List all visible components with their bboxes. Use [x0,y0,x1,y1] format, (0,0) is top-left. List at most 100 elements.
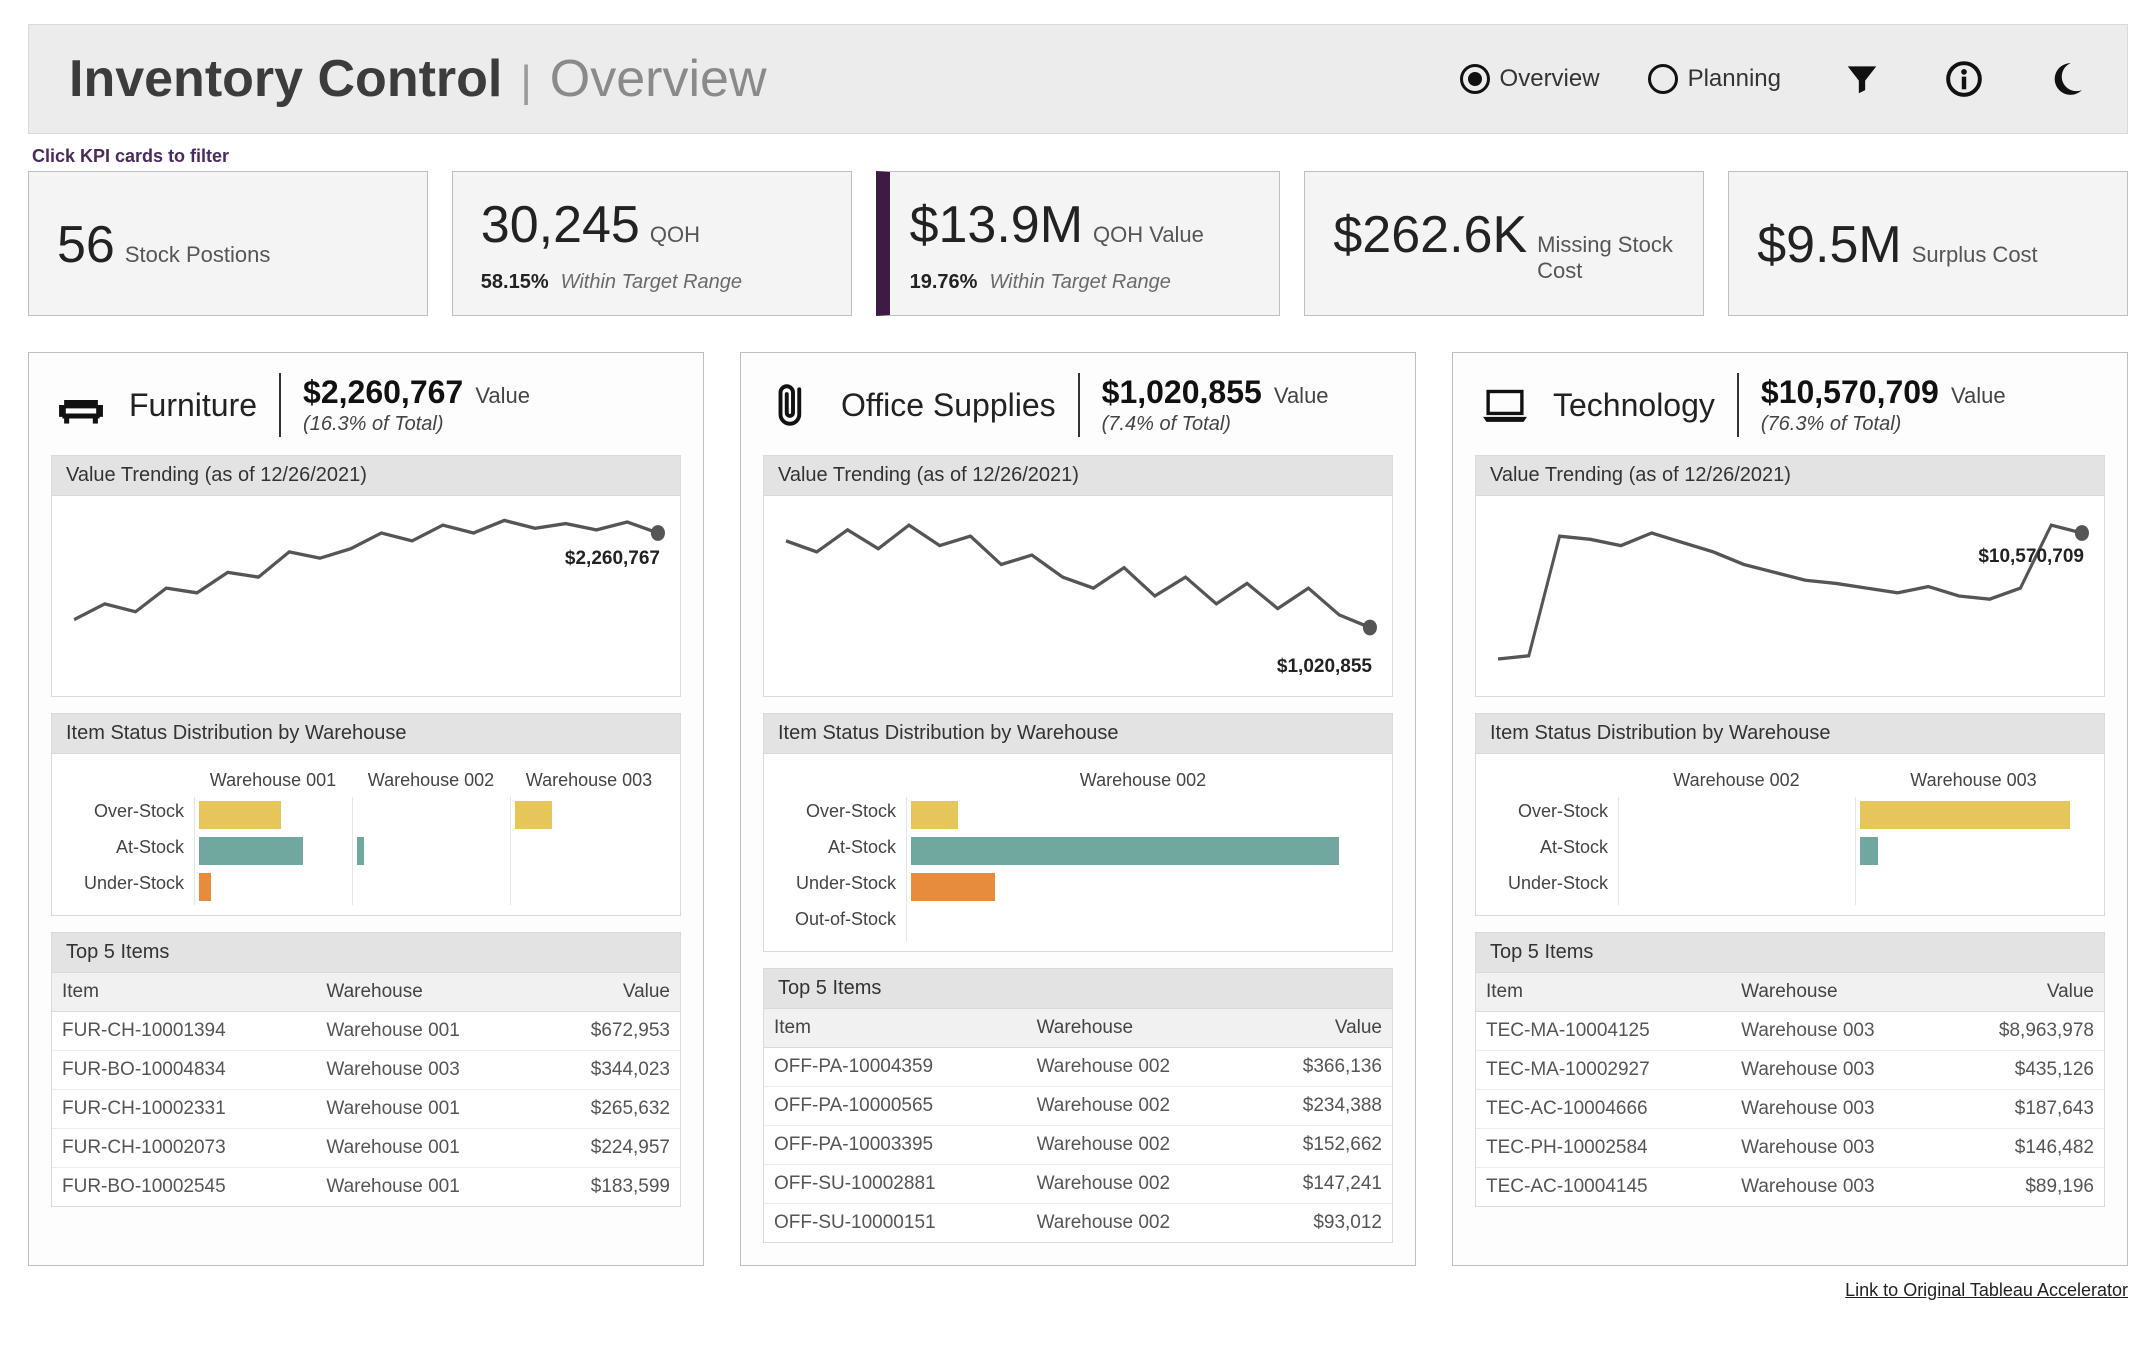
top5-col-item: Item [764,1009,1027,1048]
dist-bar-cell[interactable] [352,833,510,869]
kpi-card[interactable]: $9.5MSurplus Cost [1728,171,2128,316]
trend-panel: Value Trending (as of 12/26/2021) $10,57… [1475,455,2105,697]
distribution-panel: Item Status Distribution by WarehouseWar… [763,713,1393,952]
status-row-label: Under-Stock [64,869,194,905]
dist-bar-cell[interactable] [906,797,1380,833]
category-value: $1,020,855 [1102,374,1262,410]
top5-value: $89,196 [1944,1168,2104,1207]
table-row[interactable]: FUR-CH-10002073 Warehouse 001 $224,957 [52,1129,680,1168]
top5-item: FUR-BO-10002545 [52,1168,316,1207]
trend-title: Value Trending (as of 12/26/2021) [1476,456,2104,496]
table-row[interactable]: OFF-SU-10002881 Warehouse 002 $147,241 [764,1165,1392,1204]
dist-bar-cell[interactable] [510,797,668,833]
table-row[interactable]: TEC-MA-10002927 Warehouse 003 $435,126 [1476,1051,2104,1090]
table-row[interactable]: FUR-CH-10002331 Warehouse 001 $265,632 [52,1090,680,1129]
top5-table: Item Warehouse Value FUR-CH-10001394 War… [52,973,680,1206]
top5-col-value: Value [1944,973,2104,1012]
kpi-card[interactable]: $13.9MQOH Value19.76%Within Target Range [876,171,1281,316]
top5-panel: Top 5 Items Item Warehouse Value FUR-CH-… [51,932,681,1207]
table-row[interactable]: FUR-BO-10002545 Warehouse 001 $183,599 [52,1168,680,1207]
warehouse-col-header: Warehouse 003 [1855,764,2092,797]
category-name: Furniture [129,387,257,424]
dist-bar-cell[interactable] [1855,797,2092,833]
top5-warehouse: Warehouse 002 [1027,1048,1249,1087]
kpi-card[interactable]: $262.6KMissing Stock Cost [1304,171,1704,316]
dark-mode-icon[interactable] [2045,58,2087,100]
distribution-panel: Item Status Distribution by WarehouseWar… [1475,713,2105,916]
table-row[interactable]: TEC-MA-10004125 Warehouse 003 $8,963,978 [1476,1012,2104,1051]
kpi-value: 30,245 [481,195,640,255]
top5-item: OFF-PA-10004359 [764,1048,1027,1087]
top5-warehouse: Warehouse 003 [1731,1090,1944,1129]
dist-bar-cell[interactable] [906,833,1380,869]
table-row[interactable]: FUR-CH-10001394 Warehouse 001 $672,953 [52,1012,680,1051]
category-columns: Furniture $2,260,767 Value (16.3% of Tot… [28,352,2128,1266]
kpi-value: $9.5M [1757,215,1902,275]
table-row[interactable]: TEC-AC-10004666 Warehouse 003 $187,643 [1476,1090,2104,1129]
status-row-label: Over-Stock [64,797,194,833]
top5-warehouse: Warehouse 002 [1027,1087,1249,1126]
top5-value: $146,482 [1944,1129,2104,1168]
dist-bar-cell[interactable] [194,869,352,905]
top5-warehouse: Warehouse 002 [1027,1165,1249,1204]
table-row[interactable]: TEC-AC-10004145 Warehouse 003 $89,196 [1476,1168,2104,1207]
trend-chart[interactable]: $1,020,855 [776,506,1380,686]
top5-item: OFF-PA-10003395 [764,1126,1027,1165]
top5-value: $234,388 [1248,1087,1392,1126]
category-panel: Technology $10,570,709 Value (76.3% of T… [1452,352,2128,1266]
top5-value: $8,963,978 [1944,1012,2104,1051]
category-value: $10,570,709 [1761,374,1939,410]
table-row[interactable]: OFF-PA-10003395 Warehouse 002 $152,662 [764,1126,1392,1165]
original-accelerator-link[interactable]: Link to Original Tableau Accelerator [1845,1280,2128,1300]
top5-item: FUR-CH-10001394 [52,1012,316,1051]
top5-warehouse: Warehouse 003 [1731,1012,1944,1051]
kpi-sub-desc: Within Target Range [989,271,1170,293]
trend-chart[interactable]: $2,260,767 [64,506,668,686]
trend-title: Value Trending (as of 12/26/2021) [52,456,680,496]
category-panel: Furniture $2,260,767 Value (16.3% of Tot… [28,352,704,1266]
category-name: Technology [1553,387,1715,424]
dist-bar-cell[interactable] [352,797,510,833]
divider [1078,373,1080,437]
view-radio-planning[interactable]: Planning [1648,64,1781,94]
dist-bar-cell[interactable] [1618,869,1855,905]
info-icon[interactable] [1943,58,1985,100]
category-value-label: Value [469,383,530,408]
top5-table: Item Warehouse Value OFF-PA-10004359 War… [764,1009,1392,1242]
distribution-panel: Item Status Distribution by WarehouseWar… [51,713,681,916]
dist-bar-cell[interactable] [1855,833,2092,869]
table-row[interactable]: OFF-PA-10004359 Warehouse 002 $366,136 [764,1048,1392,1087]
dist-bar-cell[interactable] [1618,797,1855,833]
top5-warehouse: Warehouse 002 [1027,1204,1249,1243]
dist-bar-cell[interactable] [510,869,668,905]
kpi-label: QOH Value [1093,222,1204,248]
category-pct-of-total: (7.4% of Total) [1102,413,1329,436]
warehouse-col-header: Warehouse 002 [352,764,510,797]
dist-bar-cell[interactable] [906,869,1380,905]
dist-bar-cell[interactable] [194,833,352,869]
dist-bar-cell[interactable] [906,905,1380,941]
status-row-label: Out-of-Stock [776,905,906,941]
trend-panel: Value Trending (as of 12/26/2021) $2,260… [51,455,681,697]
table-row[interactable]: OFF-SU-10000151 Warehouse 002 $93,012 [764,1204,1392,1243]
dist-bar-cell[interactable] [1855,869,2092,905]
filter-icon[interactable] [1841,58,1883,100]
kpi-row: 56Stock Postions30,245QOH58.15%Within Ta… [28,171,2128,316]
top5-col-item: Item [52,973,316,1012]
view-radio-overview[interactable]: Overview [1460,64,1600,94]
trend-chart[interactable]: $10,570,709 [1488,506,2092,686]
dist-bar-cell[interactable] [352,869,510,905]
top5-warehouse: Warehouse 001 [316,1168,537,1207]
status-row-label: Over-Stock [1488,797,1618,833]
kpi-card[interactable]: 56Stock Postions [28,171,428,316]
table-row[interactable]: TEC-PH-10002584 Warehouse 003 $146,482 [1476,1129,2104,1168]
kpi-card[interactable]: 30,245QOH58.15%Within Target Range [452,171,852,316]
category-value-label: Value [1945,383,2006,408]
view-radio-group: Overview Planning [1460,64,1781,94]
trend-panel: Value Trending (as of 12/26/2021) $1,020… [763,455,1393,697]
dist-bar-cell[interactable] [194,797,352,833]
dist-bar-cell[interactable] [510,833,668,869]
dist-bar-cell[interactable] [1618,833,1855,869]
table-row[interactable]: OFF-PA-10000565 Warehouse 002 $234,388 [764,1087,1392,1126]
table-row[interactable]: FUR-BO-10004834 Warehouse 003 $344,023 [52,1051,680,1090]
